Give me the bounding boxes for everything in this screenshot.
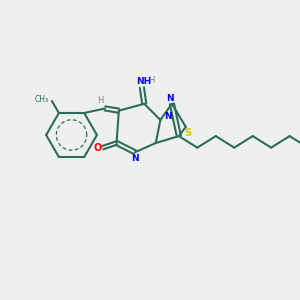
Text: CH₃: CH₃ xyxy=(34,95,48,104)
Text: N: N xyxy=(164,112,172,121)
Text: H: H xyxy=(148,76,154,85)
Text: NH: NH xyxy=(136,77,152,86)
Text: H: H xyxy=(97,96,103,105)
Text: O: O xyxy=(94,142,102,153)
Text: S: S xyxy=(184,128,192,138)
Text: N: N xyxy=(131,154,139,163)
Text: N: N xyxy=(166,94,173,103)
